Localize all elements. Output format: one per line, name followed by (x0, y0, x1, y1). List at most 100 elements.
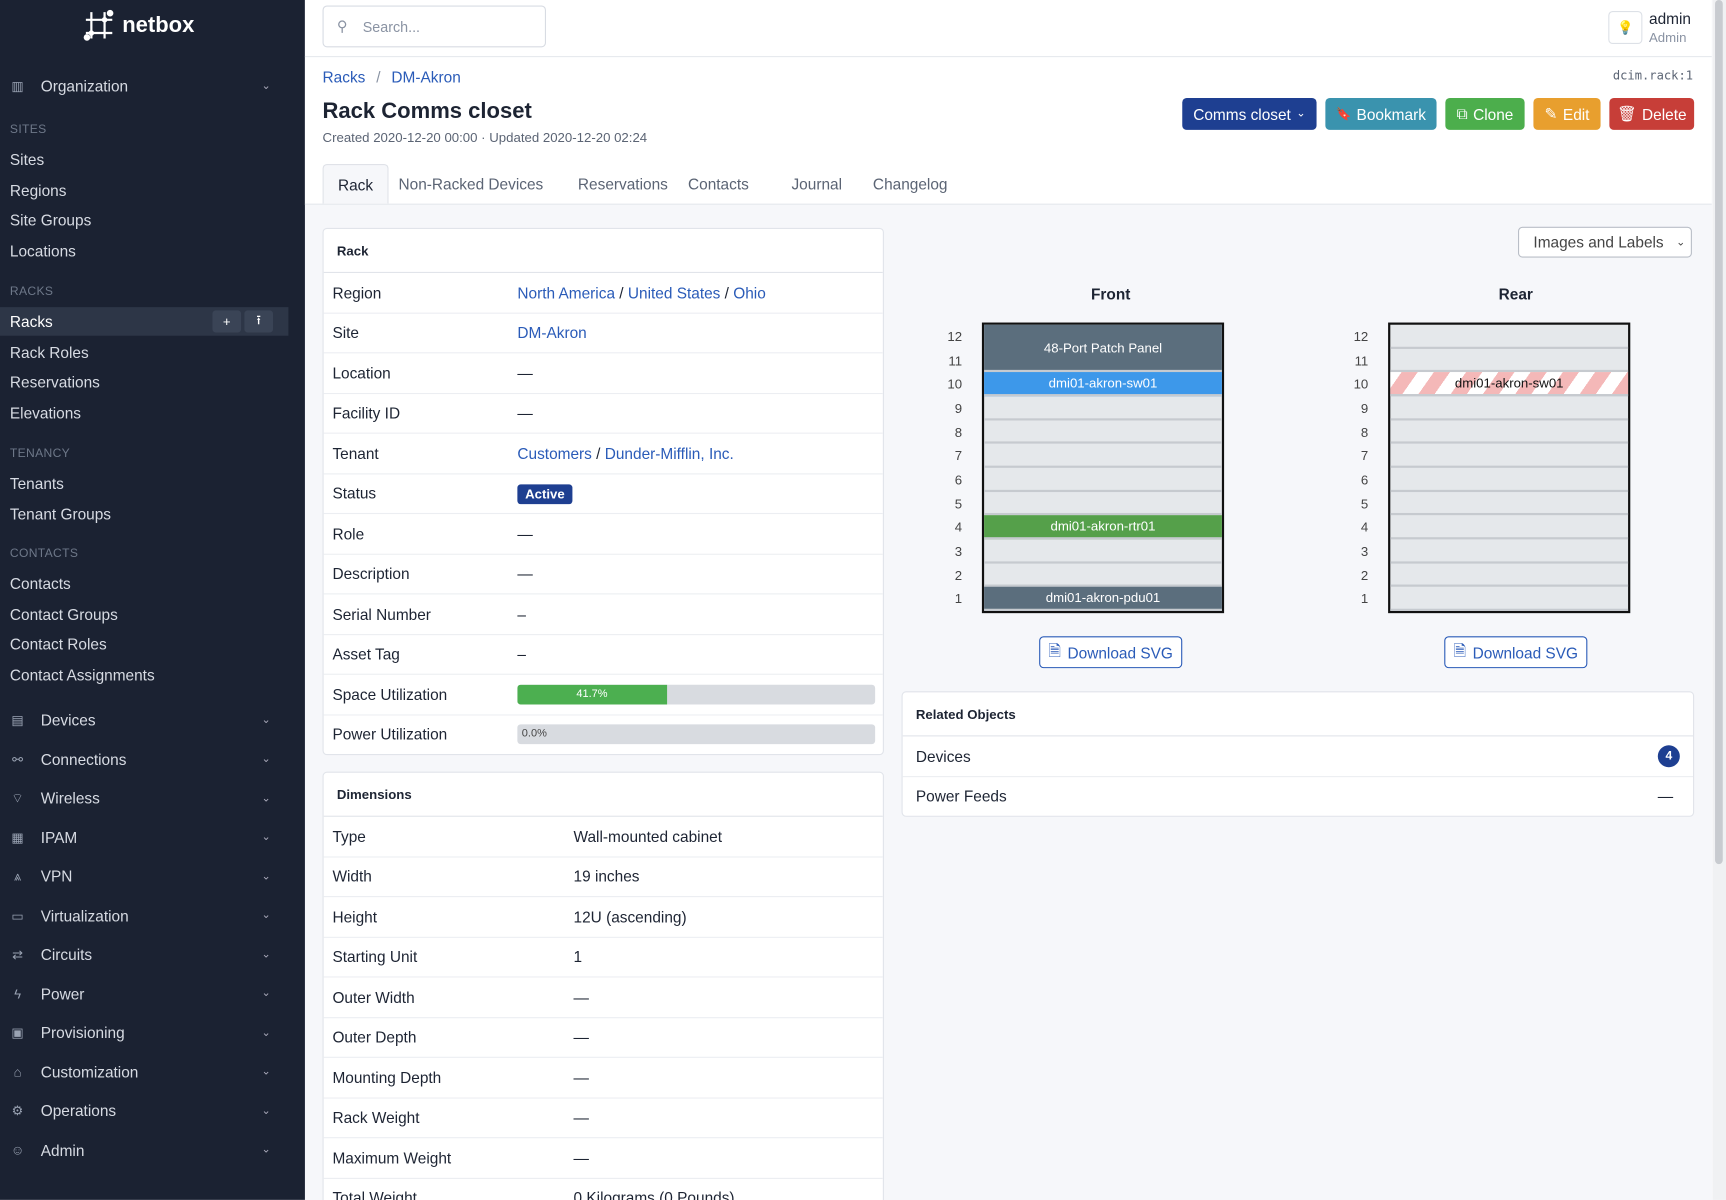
rack-device[interactable]: dmi01-akron-pdu01 (984, 587, 1222, 611)
value-text: – (517, 645, 526, 663)
rack-device[interactable]: dmi01-akron-sw01 (1390, 372, 1629, 397)
chevron-down-icon: ⌄ (261, 831, 271, 844)
related-label[interactable]: Devices (915, 747, 971, 765)
add-rack-button[interactable]: + (212, 310, 242, 333)
nav-vpn[interactable]: ⩓ VPN ⌄ (10, 861, 280, 892)
nav-power[interactable]: ϟ Power ⌄ (10, 978, 280, 1009)
wireless-icon: ⌔ (11, 789, 24, 806)
rack-unit-slot[interactable] (984, 539, 1222, 564)
related-devices[interactable]: Devices 4 (902, 736, 1694, 777)
tab-non-racked-devices[interactable]: Non-Racked Devices (398, 175, 544, 193)
nav-circuits[interactable]: ⇄ Circuits ⌄ (10, 939, 280, 970)
sidebar-item-locations[interactable]: Locations (0, 236, 288, 265)
rack-unit-slot[interactable] (1390, 516, 1629, 540)
rack-unit-slot[interactable] (1390, 539, 1629, 564)
link-north-america[interactable]: North America (517, 283, 616, 302)
file-download-icon: 🗎 (1048, 641, 1061, 659)
rack-unit-slot[interactable] (1390, 492, 1629, 516)
row-label: Facility ID (332, 404, 401, 422)
separator: / (720, 283, 734, 302)
rack-unit-slot[interactable] (1390, 563, 1629, 588)
utilization-bar: 41.7% (517, 684, 876, 705)
nav-organization[interactable]: ▥ Organization ⌄ (10, 70, 280, 101)
front-download-svg-button[interactable]: 🗎 Download SVG (1039, 636, 1183, 669)
rack-unit-slot[interactable] (984, 396, 1222, 421)
scrollbar[interactable] (1712, 0, 1726, 1200)
utilization-bar: 0.0% (517, 724, 876, 745)
chevron-down-icon: ⌄ (1676, 236, 1686, 249)
top-bar: ⚲ Search... 💡 admin Admin (304, 0, 1712, 58)
rack-unit-slot[interactable] (984, 563, 1222, 588)
related-label[interactable]: Power Feeds (915, 787, 1007, 805)
tab-journal[interactable]: Journal (791, 175, 843, 193)
unit-label: 7 (1360, 448, 1369, 464)
sidebar-item-contacts[interactable]: Contacts (0, 569, 288, 598)
rack-device[interactable]: 48-Port Patch Panel (984, 324, 1222, 373)
nav-ipam[interactable]: ▦ IPAM ⌄ (10, 822, 280, 853)
link-ohio[interactable]: Ohio (733, 283, 766, 302)
rack-unit-slot[interactable] (1390, 420, 1629, 444)
link-united-states[interactable]: United States (627, 283, 721, 302)
link-customers[interactable]: Customers (517, 444, 592, 463)
netbox-logo[interactable]: netbox (83, 9, 194, 42)
rack-select-button[interactable]: Comms closet ⌄ (1182, 97, 1317, 130)
rack-unit-slot[interactable] (1390, 396, 1629, 421)
theme-toggle-button[interactable]: 💡 (1608, 11, 1643, 45)
sidebar-item-contact-assignments[interactable]: Contact Assignments (0, 660, 288, 689)
nav-operations[interactable]: ⚙ Operations ⌄ (10, 1095, 280, 1126)
sidebar-item-site-groups[interactable]: Site Groups (0, 206, 288, 235)
tab-reservations[interactable]: Reservations (577, 175, 668, 193)
rack-unit-slot[interactable] (984, 492, 1222, 516)
rack-unit-slot[interactable] (984, 444, 1222, 468)
nav-wireless[interactable]: ⌔ Wireless ⌄ (10, 783, 280, 814)
link-dm-akron[interactable]: DM-Akron (517, 323, 587, 342)
nav-customization[interactable]: ⌂ Customization ⌄ (10, 1056, 280, 1087)
clone-button[interactable]: ⧉ Clone (1445, 97, 1525, 130)
sidebar-item-tenants[interactable]: Tenants (0, 469, 288, 498)
sidebar-item-sites[interactable]: Sites (0, 145, 288, 174)
breadcrumb-racks[interactable]: Racks (322, 68, 366, 86)
tab-contacts[interactable]: Contacts (688, 175, 749, 193)
nav-provisioning[interactable]: ▣ Provisioning ⌄ (10, 1017, 280, 1048)
rack-unit-slot[interactable] (984, 420, 1222, 444)
import-racks-button[interactable]: ⭱ (244, 310, 273, 333)
chevron-down-icon: ⌄ (261, 1104, 271, 1117)
rack-unit-slot[interactable] (1390, 587, 1629, 611)
sidebar-item-contact-groups[interactable]: Contact Groups (0, 599, 288, 628)
user-name[interactable]: admin (1648, 9, 1691, 28)
link-dunder-mifflin-inc[interactable]: Dunder-Mifflin, Inc. (604, 444, 734, 463)
rack-unit-slot[interactable] (1390, 349, 1629, 373)
sidebar-item-rack-roles[interactable]: Rack Roles (0, 337, 288, 366)
created-updated: Created 2020-12-20 00:00 · Updated 2020-… (322, 129, 648, 146)
nav-connections[interactable]: ⚯ Connections ⌄ (10, 744, 280, 775)
nav-admin[interactable]: ☺ Admin ⌄ (10, 1134, 280, 1165)
rack-device[interactable]: dmi01-akron-sw01 (984, 372, 1222, 397)
rack-unit-slot[interactable] (1390, 444, 1629, 468)
scrollbar-thumb[interactable] (1715, 0, 1723, 865)
edit-button[interactable]: ✎ Edit (1533, 97, 1601, 130)
rack-device[interactable]: dmi01-akron-rtr01 (984, 515, 1222, 540)
bookmark-button[interactable]: 🔖 Bookmark (1325, 97, 1437, 130)
row-label: Outer Depth (332, 1028, 417, 1047)
delete-button[interactable]: 🗑 Delete (1609, 97, 1695, 130)
related-power-feeds[interactable]: Power Feeds — (903, 777, 1693, 816)
rack-unit-slot[interactable] (984, 468, 1222, 492)
elevation-view-select[interactable]: Images and Labels ⌄ (1518, 226, 1692, 258)
rack-unit-slot[interactable] (1390, 468, 1629, 492)
nav-virtualization[interactable]: ▭ Virtualization ⌄ (10, 900, 280, 931)
rack-unit-slot[interactable] (1390, 325, 1629, 349)
chevron-down-icon: ⌄ (261, 792, 271, 805)
rear-download-svg-button[interactable]: 🗎 Download SVG (1444, 636, 1588, 669)
tab-changelog[interactable]: Changelog (872, 175, 948, 193)
search-input[interactable]: ⚲ Search... (322, 5, 546, 48)
breadcrumb-site[interactable]: DM-Akron (391, 68, 461, 86)
row-label: Region (332, 283, 382, 302)
tab-rack[interactable]: Rack (322, 164, 389, 204)
sidebar-item-racks[interactable]: Racks + ⭱ (0, 307, 289, 336)
sidebar-item-reservations[interactable]: Reservations (0, 368, 288, 397)
sidebar-item-elevations[interactable]: Elevations (0, 398, 288, 427)
nav-devices[interactable]: ▤ Devices ⌄ (10, 705, 280, 736)
sidebar-item-tenant-groups[interactable]: Tenant Groups (0, 499, 288, 528)
sidebar-item-regions[interactable]: Regions (0, 176, 288, 205)
sidebar-item-contact-roles[interactable]: Contact Roles (0, 630, 288, 659)
